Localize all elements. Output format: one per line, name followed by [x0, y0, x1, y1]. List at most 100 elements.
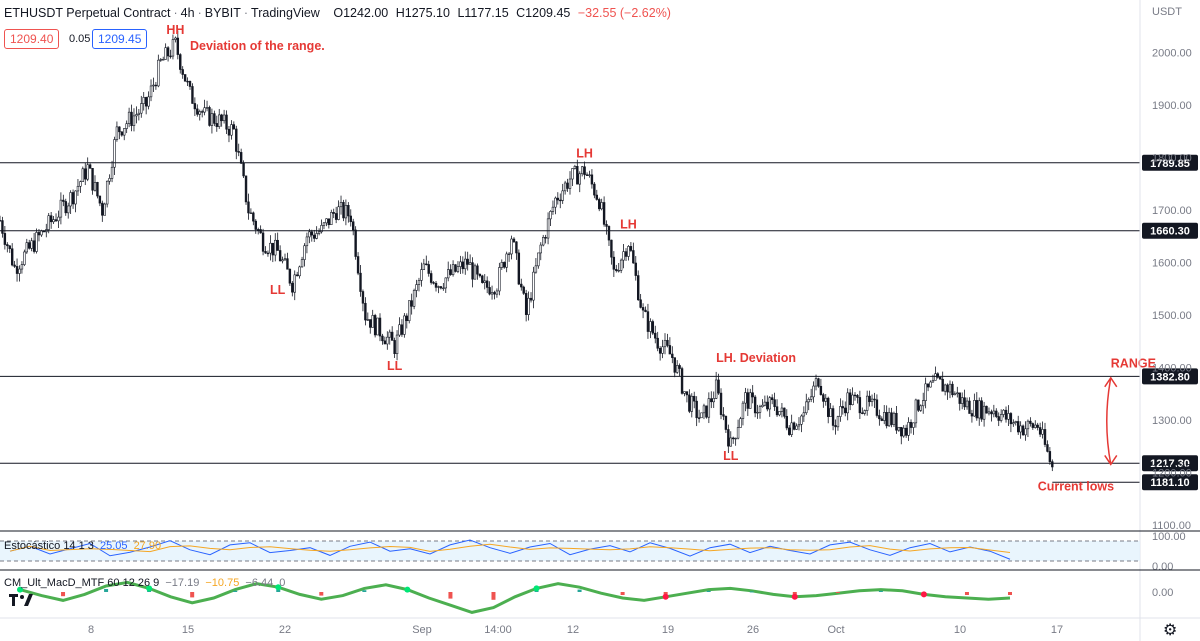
candle-down	[266, 252, 270, 255]
candle-down	[770, 397, 774, 400]
level-price-tag	[1142, 474, 1198, 491]
candle-up	[987, 411, 991, 414]
candle-up	[35, 232, 38, 252]
candle-down	[429, 273, 433, 283]
candle-down	[356, 256, 360, 274]
candle-down	[383, 340, 387, 345]
candle-down	[439, 286, 443, 289]
candle-down	[1046, 444, 1049, 452]
candle-up	[992, 410, 996, 415]
level-price-tag	[1142, 222, 1198, 239]
buy-price-button[interactable]: 1209.45	[92, 29, 148, 49]
candle-up	[736, 427, 740, 439]
candle-up	[376, 317, 379, 336]
candle-down	[841, 406, 845, 409]
candle-up	[554, 197, 557, 208]
candle-down	[286, 258, 289, 270]
time-axis[interactable]: 8 15 22 Sep 14:00 12 19 26 Oct 10 17	[0, 617, 1200, 636]
candle-up	[67, 205, 70, 214]
candle-up	[780, 407, 784, 412]
candle-up	[274, 239, 277, 256]
candle-down	[970, 413, 974, 417]
stochastic-params: 14 1 3	[63, 540, 94, 552]
candle-down	[10, 248, 14, 266]
candle-down	[559, 199, 562, 202]
candle-down	[610, 239, 613, 258]
macd-cross-dot	[662, 593, 669, 600]
candle-up	[870, 398, 874, 403]
gear-icon[interactable]: ⚙	[1163, 622, 1178, 639]
candle-up	[851, 394, 854, 406]
macd-histogram-bar	[620, 592, 625, 595]
candles	[0, 30, 1054, 472]
candle-down	[856, 395, 859, 398]
time-tick-label: 26	[747, 624, 759, 636]
candle-up	[948, 383, 952, 393]
candle-up	[420, 269, 423, 281]
candle-up	[741, 402, 745, 419]
candle-up	[437, 286, 440, 288]
candle-up	[473, 265, 477, 280]
tradingview-logo-icon[interactable]	[8, 590, 34, 612]
macd-legend[interactable]: CM_Ult_MacD_MTF 60 12 26 9 −17.19 −10.75…	[4, 577, 285, 589]
candle-down	[515, 241, 518, 254]
candle-down	[678, 365, 681, 369]
candle-up	[159, 59, 162, 61]
candle-up	[330, 212, 333, 226]
candle-up	[865, 395, 869, 411]
candle-down	[875, 399, 879, 416]
candle-down	[1038, 427, 1042, 435]
candle-down	[517, 252, 521, 285]
candle-down	[118, 126, 121, 133]
time-tick-label: 14:00	[484, 624, 512, 636]
candle-up	[105, 180, 109, 205]
candle-up	[846, 392, 849, 414]
candle-up	[127, 111, 131, 124]
stochastic-legend[interactable]: Estocástico 14 1 3 25.05 27.90	[4, 540, 161, 552]
candle-down	[32, 240, 36, 252]
candle-down	[449, 269, 452, 275]
candle-up	[551, 206, 555, 212]
candle-up	[447, 269, 450, 279]
macd-pane: 0.00	[0, 569, 1200, 614]
price-tick-label: 1900.00	[1152, 100, 1192, 112]
candle-up	[468, 262, 472, 265]
candle-up	[546, 218, 550, 239]
candle-down	[1048, 451, 1052, 462]
candle-up	[152, 84, 155, 87]
level-price-tag	[1142, 154, 1198, 171]
candle-down	[524, 293, 528, 315]
exchange: BYBIT	[204, 6, 241, 20]
candle-up	[943, 384, 947, 392]
sell-price-button[interactable]: 1209.40	[4, 29, 60, 49]
candle-down	[685, 391, 689, 396]
level-price-tag	[1142, 368, 1198, 385]
candle-down	[654, 332, 657, 339]
price-tick-label: 1100.00	[1152, 520, 1191, 532]
macd-histogram-bar	[749, 591, 754, 593]
candle-down	[359, 272, 362, 292]
candle-up	[300, 259, 304, 268]
data-source: TradingView	[251, 6, 320, 20]
candle-down	[673, 357, 676, 373]
price-tick-label: 1400.00	[1152, 362, 1192, 374]
candle-up	[135, 114, 138, 117]
candle-down	[595, 194, 598, 200]
macd-histogram-bar	[104, 589, 109, 592]
candle-up	[797, 424, 801, 427]
candle-up	[1014, 421, 1017, 423]
stoch-tick-label: 100.00	[1152, 531, 1186, 543]
candle-down	[639, 299, 642, 308]
candle-up	[600, 202, 603, 210]
candle-down	[576, 166, 579, 185]
candle-up	[366, 319, 370, 321]
candle-up	[483, 280, 486, 283]
spread-value: 0.05	[64, 29, 96, 47]
close-value: 1209.45	[525, 6, 571, 20]
price-axis[interactable]: USDT 2000.00 1900.00 1800.00 1700.00 1600.00 1…	[1139, 0, 1192, 641]
interval[interactable]: 4h	[180, 6, 195, 20]
symbol-name[interactable]: ETHUSDT Perpetual Contract	[4, 6, 171, 20]
candle-down	[191, 86, 194, 104]
candle-down	[819, 385, 823, 395]
